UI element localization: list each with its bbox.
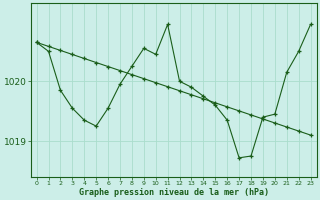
X-axis label: Graphe pression niveau de la mer (hPa): Graphe pression niveau de la mer (hPa) bbox=[79, 188, 268, 197]
